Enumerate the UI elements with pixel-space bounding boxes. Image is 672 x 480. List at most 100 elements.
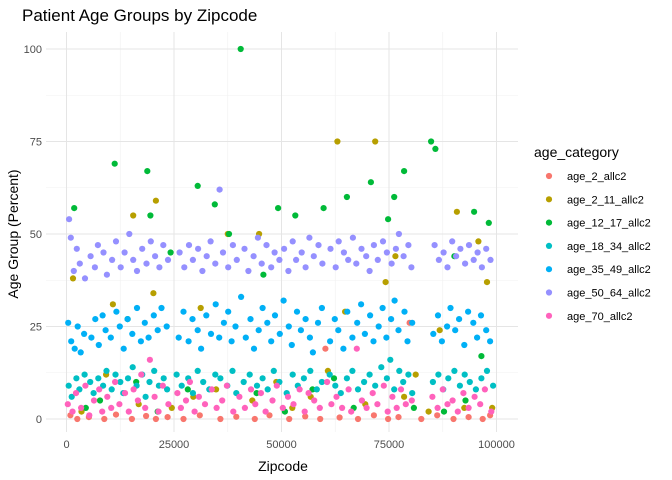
- point-age_18_34_allc2: [372, 382, 379, 389]
- point-age_35_49_allc2: [404, 338, 411, 345]
- point-age_2_11_allc2: [453, 208, 460, 215]
- point-age_50_64_allc2: [139, 245, 146, 252]
- point-age_35_49_allc2: [461, 341, 468, 349]
- point-age_70_allc2: [471, 393, 478, 400]
- point-age_18_34_allc2: [194, 367, 201, 374]
- point-age_50_64_allc2: [258, 260, 265, 267]
- point-age_35_49_allc2: [185, 338, 192, 345]
- point-age_50_64_allc2: [449, 238, 456, 245]
- point-age_18_34_allc2: [73, 375, 80, 382]
- point-age_2_allc2: [322, 345, 329, 352]
- point-age_70_allc2: [208, 386, 215, 393]
- point-age_35_49_allc2: [388, 316, 395, 323]
- point-age_50_64_allc2: [478, 264, 485, 271]
- point-age_35_49_allc2: [99, 312, 106, 319]
- point-age_2_11_allc2: [69, 275, 77, 282]
- point-age_2_allc2: [164, 414, 171, 421]
- point-age_50_64_allc2: [250, 253, 257, 260]
- point-age_2_allc2: [465, 414, 472, 421]
- point-age_70_allc2: [345, 386, 352, 393]
- point-age_35_49_allc2: [163, 323, 170, 330]
- point-age_35_49_allc2: [349, 334, 356, 341]
- point-age_70_allc2: [444, 401, 451, 408]
- point-age_12_17_allc2: [385, 216, 392, 223]
- point-age_50_64_allc2: [271, 249, 278, 256]
- point-age_18_34_allc2: [383, 375, 390, 382]
- point-age_50_64_allc2: [370, 242, 377, 249]
- point-age_70_allc2: [324, 378, 331, 386]
- point-age_35_49_allc2: [225, 308, 232, 315]
- point-age_50_64_allc2: [395, 230, 402, 238]
- point-age_50_64_allc2: [302, 264, 309, 271]
- point-age_12_17_allc2: [253, 390, 260, 397]
- point-age_2_allc2: [180, 415, 187, 423]
- point-age_50_64_allc2: [176, 249, 183, 256]
- point-age_18_34_allc2: [173, 371, 180, 378]
- point-age_18_34_allc2: [349, 367, 356, 374]
- point-age_50_64_allc2: [219, 249, 227, 256]
- point-age_18_34_allc2: [151, 367, 158, 374]
- point-age_18_34_allc2: [246, 371, 253, 378]
- point-age_50_64_allc2: [453, 253, 460, 260]
- point-age_18_34_allc2: [409, 390, 416, 397]
- point-age_70_allc2: [454, 408, 461, 415]
- point-age_2_11_allc2: [475, 238, 482, 245]
- point-age_12_17_allc2: [194, 182, 201, 189]
- point-age_50_64_allc2: [483, 245, 490, 252]
- point-age_12_17_allc2: [367, 179, 374, 186]
- point-age_50_64_allc2: [207, 238, 214, 245]
- point-age_2_allc2: [450, 415, 457, 423]
- point-age_35_49_allc2: [447, 304, 454, 312]
- point-age_70_allc2: [380, 382, 387, 389]
- point-age_35_49_allc2: [158, 304, 165, 312]
- point-age_50_64_allc2: [263, 242, 270, 249]
- point-age_35_49_allc2: [383, 334, 390, 341]
- point-age_70_allc2: [252, 401, 259, 408]
- point-age_18_34_allc2: [108, 386, 115, 393]
- point-age_70_allc2: [134, 397, 141, 404]
- point-age_18_34_allc2: [343, 375, 350, 382]
- legend-label-age_2_allc2: age_2_allc2: [567, 171, 626, 183]
- point-age_18_34_allc2: [117, 378, 124, 386]
- point-age_50_64_allc2: [112, 238, 120, 245]
- point-age_18_34_allc2: [103, 367, 110, 374]
- point-age_35_49_allc2: [95, 341, 102, 349]
- point-age_12_17_allc2: [237, 45, 244, 53]
- point-age_2_11_allc2: [197, 304, 204, 312]
- point-age_50_64_allc2: [319, 260, 326, 267]
- x-tick-label: 25000: [159, 439, 190, 451]
- point-age_18_34_allc2: [95, 375, 102, 382]
- point-age_35_49_allc2: [409, 319, 416, 326]
- point-age_50_64_allc2: [408, 264, 415, 271]
- point-age_35_49_allc2: [335, 327, 342, 334]
- point-age_70_allc2: [369, 390, 376, 397]
- point-age_35_49_allc2: [198, 345, 205, 352]
- point-age_50_64_allc2: [358, 245, 365, 252]
- point-age_35_49_allc2: [302, 316, 309, 323]
- point-age_70_allc2: [72, 390, 80, 397]
- point-age_70_allc2: [328, 401, 335, 408]
- point-age_35_49_allc2: [358, 301, 365, 308]
- point-age_50_64_allc2: [349, 234, 356, 241]
- point-age_70_allc2: [104, 393, 111, 400]
- point-age_35_49_allc2: [250, 345, 258, 352]
- point-age_35_49_allc2: [361, 330, 368, 337]
- point-age_50_64_allc2: [444, 264, 451, 271]
- point-age_50_64_allc2: [268, 264, 275, 271]
- point-age_50_64_allc2: [392, 245, 399, 252]
- point-age_70_allc2: [460, 390, 467, 397]
- point-age_35_49_allc2: [124, 316, 131, 323]
- x-tick-label: 75000: [374, 439, 405, 451]
- point-age_35_49_allc2: [68, 338, 75, 345]
- point-age_70_allc2: [488, 408, 495, 415]
- point-age_70_allc2: [257, 390, 264, 397]
- y-tick-label: 50: [30, 229, 42, 241]
- point-age_50_64_allc2: [81, 275, 89, 282]
- point-age_18_34_allc2: [391, 386, 398, 393]
- point-age_2_allc2: [196, 412, 203, 419]
- point-age_12_17_allc2: [401, 168, 408, 175]
- point-age_18_34_allc2: [326, 371, 333, 378]
- point-age_50_64_allc2: [216, 186, 223, 193]
- legend: age_category age_2_allc2 age_2_11_allc2ag…: [534, 144, 651, 323]
- legend-label-age_18_34_allc2: age_18_34_allc2: [567, 241, 651, 253]
